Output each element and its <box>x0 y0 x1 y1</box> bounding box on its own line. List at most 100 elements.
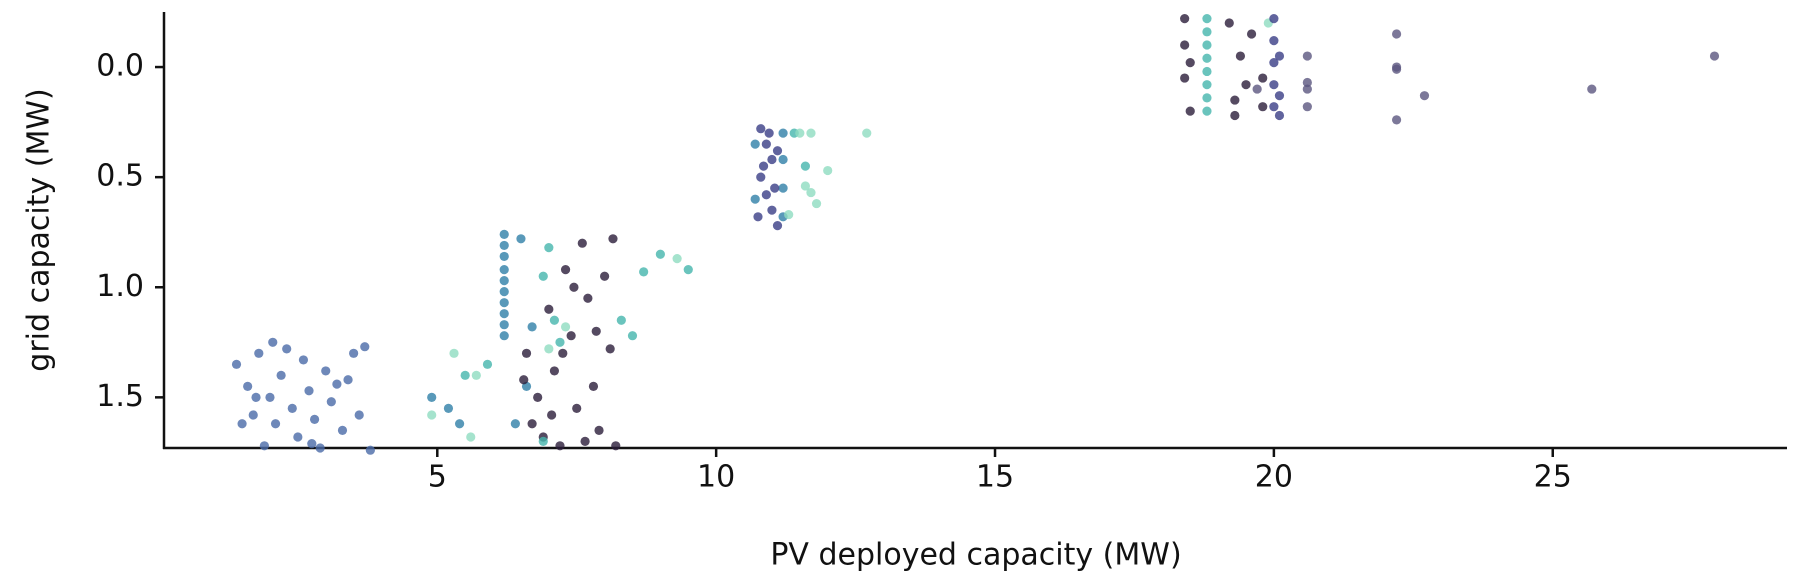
point <box>349 348 359 358</box>
point <box>558 348 568 358</box>
y-axis-label: grid capacity (MW) <box>22 88 57 371</box>
point <box>248 410 258 420</box>
point <box>499 287 509 297</box>
point <box>770 183 780 193</box>
point <box>560 322 571 332</box>
point <box>243 381 253 391</box>
point <box>1302 84 1312 94</box>
point <box>309 414 320 424</box>
point <box>772 146 783 156</box>
point <box>544 304 554 314</box>
point <box>544 243 554 253</box>
point <box>761 139 771 149</box>
point <box>527 419 537 429</box>
point <box>533 392 543 402</box>
point <box>1302 102 1312 112</box>
point <box>549 315 560 325</box>
point <box>538 436 548 446</box>
point <box>1185 58 1195 68</box>
point <box>307 438 317 449</box>
point <box>1202 14 1212 24</box>
point <box>270 419 281 429</box>
point <box>778 154 788 165</box>
point <box>231 359 242 369</box>
point <box>1202 66 1212 77</box>
point <box>1180 14 1190 24</box>
point <box>1258 73 1268 83</box>
point <box>1269 80 1279 90</box>
point <box>298 355 309 365</box>
point <box>1587 84 1597 94</box>
point <box>672 254 682 264</box>
point <box>315 443 325 453</box>
x-tick-label: 20 <box>1255 460 1293 495</box>
point <box>566 331 576 341</box>
point <box>1709 51 1720 61</box>
point <box>427 410 437 420</box>
point <box>1274 110 1285 121</box>
point <box>616 315 626 325</box>
point <box>538 271 548 281</box>
point <box>1235 51 1246 61</box>
point <box>544 344 554 354</box>
point <box>343 375 353 385</box>
x-tick-label: 5 <box>428 460 447 495</box>
point <box>499 240 509 251</box>
point <box>1269 14 1279 24</box>
point <box>365 445 375 455</box>
point <box>580 436 590 446</box>
point <box>427 392 437 402</box>
point <box>304 386 314 396</box>
point <box>499 320 509 330</box>
point <box>282 344 292 354</box>
y-tick-label: 1.5 <box>96 379 144 414</box>
point <box>1246 29 1257 39</box>
point <box>569 282 579 292</box>
point <box>591 326 601 336</box>
point <box>293 432 303 442</box>
point <box>600 271 610 281</box>
point <box>1258 102 1268 112</box>
point <box>811 198 822 209</box>
point <box>1419 91 1430 101</box>
point <box>778 183 788 193</box>
point <box>521 348 532 358</box>
point <box>460 370 470 380</box>
point <box>555 441 565 451</box>
point <box>823 165 833 176</box>
point <box>1269 58 1279 68</box>
point <box>326 397 336 407</box>
point <box>482 359 493 369</box>
point <box>577 238 587 248</box>
point <box>1185 106 1195 116</box>
point <box>1180 40 1190 50</box>
point <box>605 344 615 354</box>
point <box>276 370 286 380</box>
point <box>449 348 459 358</box>
point <box>527 322 537 332</box>
point <box>862 128 872 138</box>
point <box>611 441 621 451</box>
y-tick-label: 0.5 <box>96 159 144 194</box>
point <box>555 337 565 347</box>
point <box>1202 40 1212 50</box>
point <box>756 172 766 182</box>
point <box>683 265 693 275</box>
point <box>287 403 297 413</box>
point <box>1274 51 1285 61</box>
point <box>510 419 520 429</box>
point <box>1202 53 1212 63</box>
point <box>608 234 618 244</box>
point <box>1302 51 1312 61</box>
point <box>466 432 476 442</box>
point <box>1202 27 1212 37</box>
point <box>800 161 810 171</box>
point <box>454 419 465 429</box>
point <box>560 265 571 275</box>
point <box>1202 80 1212 90</box>
point <box>321 366 331 376</box>
point <box>806 187 816 198</box>
point <box>800 181 810 191</box>
point <box>259 441 269 451</box>
